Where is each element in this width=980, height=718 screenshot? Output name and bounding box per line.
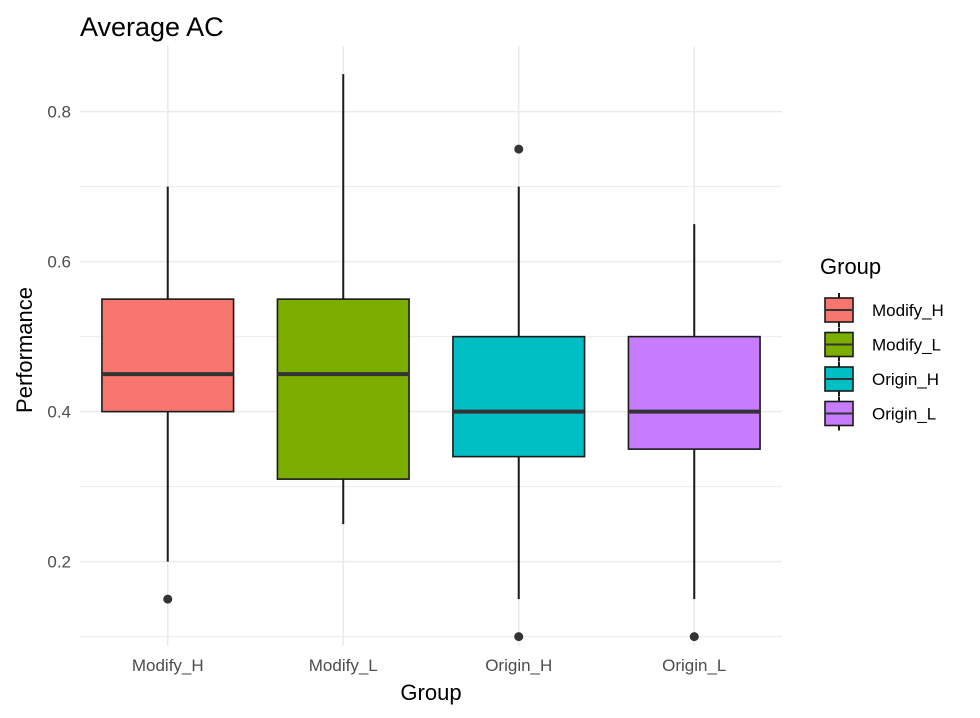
chart-title: Average AC: [80, 12, 224, 42]
box-modify-h: [101, 186, 235, 604]
box-origin-h: [452, 144, 586, 642]
y-tick-label: 0.4: [47, 403, 71, 422]
y-tick-label: 0.8: [47, 103, 71, 122]
box-body: [627, 335, 761, 450]
x-tick-label: Origin_H: [485, 656, 552, 675]
legend-item: Origin_L: [824, 396, 936, 431]
legend-item: Modify_H: [824, 293, 944, 327]
y-tick-label: 0.2: [47, 553, 71, 572]
box-body: [452, 335, 586, 458]
outlier-point: [163, 594, 173, 604]
x-tick-label: Modify_L: [309, 656, 378, 675]
x-tick-label: Origin_L: [662, 656, 726, 675]
legend-label: Origin_H: [872, 370, 939, 389]
x-tick-label: Modify_H: [132, 656, 204, 675]
outlier-point: [514, 144, 524, 154]
y-tick-label: 0.6: [47, 253, 71, 272]
legend-label: Modify_H: [872, 301, 944, 320]
legend: Modify_H Modify_L Origin_H Origin_L: [824, 293, 944, 431]
legend-item: Modify_L: [824, 327, 941, 362]
legend-title: Group: [820, 254, 881, 279]
box-body: [276, 298, 410, 480]
y-axis-ticks: 0.2 0.4 0.6 0.8: [47, 103, 71, 572]
boxes: [101, 74, 761, 642]
outlier-point: [689, 632, 699, 642]
x-axis-ticks: Modify_H Modify_L Origin_H Origin_L: [132, 656, 727, 675]
legend-label: Origin_L: [872, 405, 936, 424]
x-axis-title: Group: [400, 680, 461, 705]
box-modify-l: [276, 74, 410, 525]
outlier-point: [514, 632, 524, 642]
legend-item: Origin_H: [824, 362, 939, 396]
legend-label: Modify_L: [872, 336, 941, 355]
y-axis-title: Performance: [12, 287, 37, 413]
box-body: [101, 298, 235, 413]
box-origin-l: [627, 224, 761, 642]
